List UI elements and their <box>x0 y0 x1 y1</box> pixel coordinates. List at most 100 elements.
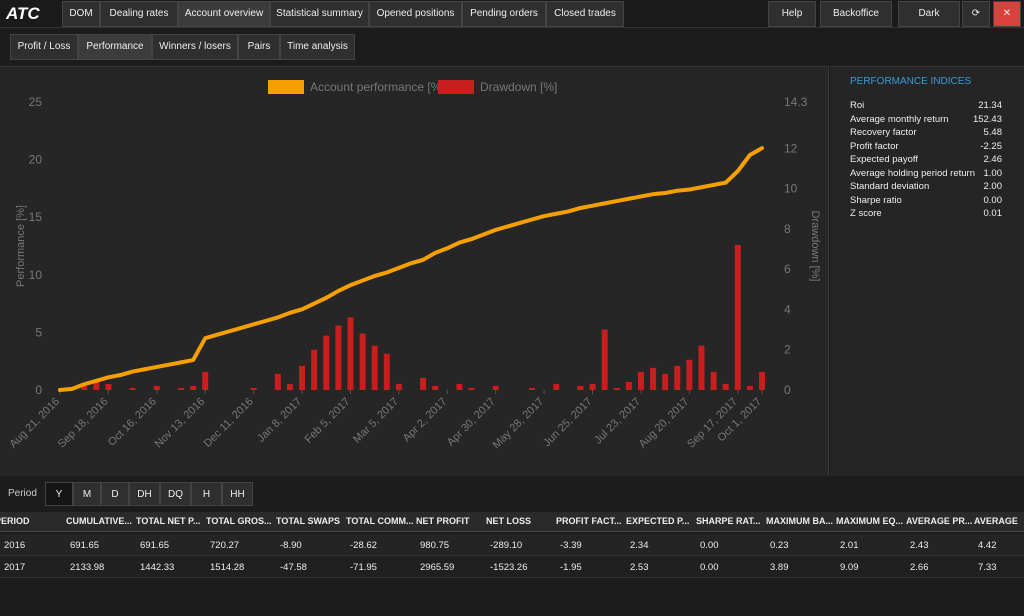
table-cell: 2.34 <box>630 540 649 551</box>
index-label: Recovery factor <box>850 127 917 138</box>
x-tick-label: Jan 8, 2017 <box>255 396 304 445</box>
index-label: Standard deviation <box>850 181 930 192</box>
table-cell: 2017 <box>4 562 26 573</box>
nav-right[interactable]: Backoffice <box>820 1 892 27</box>
index-value: 0.00 <box>983 194 1003 206</box>
table-cell: 691.65 <box>140 540 170 551</box>
sub-tab[interactable]: Profit / Loss <box>10 34 78 60</box>
x-tick-label: Oct 16, 2016 <box>106 396 159 449</box>
table-header-row <box>0 512 1024 532</box>
period-button[interactable]: H <box>191 482 222 506</box>
nav-tab[interactable]: Pending orders <box>462 1 546 27</box>
nav-tab[interactable]: DOM <box>62 1 100 27</box>
table-cell: 691.65 <box>70 540 100 551</box>
table-cell: 980.75 <box>420 540 450 551</box>
drawdown-bar <box>589 383 596 390</box>
nav-tab[interactable]: Statistical summary <box>270 1 369 27</box>
drawdown-bar <box>202 371 209 390</box>
y-tick-label: 25 <box>29 95 43 109</box>
column-header: TOTAL GROS... <box>206 516 272 526</box>
legend-swatch <box>438 80 474 94</box>
table-cell: -289.10 <box>490 540 523 551</box>
x-tick-label: Jun 25, 2017 <box>541 396 594 449</box>
refresh-button[interactable]: ⟳ <box>962 1 990 27</box>
legend-label: Account performance [%] <box>310 80 445 94</box>
column-header: NET PROFIT <box>416 516 470 526</box>
table-cell: -3.39 <box>560 540 582 551</box>
indices-title: PERFORMANCE INDICES <box>850 76 972 87</box>
index-label: Z score <box>850 208 882 219</box>
close-button[interactable]: ✕ <box>993 1 1021 27</box>
nav-right[interactable]: Dark <box>898 1 960 27</box>
index-value: -2.25 <box>980 140 1002 152</box>
period-button[interactable]: DH <box>129 482 160 506</box>
table-cell: -71.95 <box>350 562 377 573</box>
y-tick-label: 5 <box>35 325 42 339</box>
y2-tick-label: 4 <box>784 302 791 316</box>
y2-tick-label: 14.3 <box>784 95 808 109</box>
table-cell: 0.00 <box>700 540 719 551</box>
nav-tab[interactable]: Closed trades <box>546 1 624 27</box>
drawdown-bar <box>153 385 160 390</box>
nav-tab[interactable]: Dealing rates <box>100 1 178 27</box>
period-button[interactable]: HH <box>222 482 253 506</box>
table-cell: 0.23 <box>770 540 789 551</box>
drawdown-bar <box>698 345 705 390</box>
drawdown-bar <box>93 381 100 390</box>
y2-tick-label: 12 <box>784 141 798 155</box>
column-header: SHARPE RAT... <box>696 516 761 526</box>
table-cell: -8.90 <box>280 540 302 551</box>
column-header: PROFIT FACT... <box>556 516 622 526</box>
drawdown-bar <box>286 383 293 390</box>
index-label: Sharpe ratio <box>850 194 902 206</box>
x-tick-label: Mar 5, 2017 <box>351 396 401 446</box>
y2-axis-title: Drawdown [%] <box>809 211 821 282</box>
sub-tab[interactable]: Pairs <box>238 34 280 60</box>
y-tick-label: 0 <box>35 383 42 397</box>
column-header: TOTAL NET P... <box>136 516 201 526</box>
y2-tick-label: 6 <box>784 262 791 276</box>
period-button[interactable]: Y <box>45 482 73 506</box>
index-value: 1.00 <box>983 167 1003 179</box>
period-button[interactable]: M <box>73 482 101 506</box>
drawdown-bar <box>335 325 342 390</box>
drawdown-bar <box>601 329 608 390</box>
drawdown-bar <box>456 383 463 390</box>
index-label: Average holding period return <box>850 167 975 179</box>
drawdown-bar <box>613 387 620 390</box>
drawdown-bar <box>722 383 729 390</box>
period-button[interactable]: D <box>101 482 129 506</box>
table-cell: 0.00 <box>700 562 719 573</box>
sub-tab[interactable]: Time analysis <box>280 34 355 60</box>
table-cell: 2965.59 <box>420 562 455 573</box>
drawdown-bar <box>250 387 257 390</box>
drawdown-bar <box>105 383 112 390</box>
chart-panel <box>0 66 829 476</box>
index-value: 2.00 <box>983 181 1003 192</box>
table-cell: 4.42 <box>978 540 997 551</box>
nav-tab[interactable]: Opened positions <box>369 1 462 27</box>
nav-right[interactable]: Help <box>768 1 816 27</box>
column-header: NET LOSS <box>486 516 532 526</box>
y2-tick-label: 0 <box>784 383 791 397</box>
drawdown-bar <box>662 373 669 390</box>
drawdown-bar <box>674 365 681 390</box>
legend-label: Drawdown [%] <box>480 80 557 94</box>
y-axis-title: Performance [%] <box>15 205 27 287</box>
column-header: TOTAL COMM... <box>346 516 414 526</box>
drawdown-bar <box>190 385 197 390</box>
table-cell: 2133.98 <box>70 562 105 573</box>
index-value: 21.34 <box>978 100 1002 111</box>
nav-tab[interactable]: Account overview <box>178 1 270 27</box>
drawdown-bar <box>432 385 439 390</box>
period-button[interactable]: DQ <box>160 482 191 506</box>
table-cell: -1523.26 <box>490 562 528 573</box>
column-header: CUMULATIVE... <box>66 516 132 526</box>
y2-tick-label: 2 <box>784 343 791 357</box>
sub-tab[interactable]: Performance <box>78 34 152 60</box>
index-label: Roi <box>850 100 865 111</box>
sub-tab[interactable]: Winners / losers <box>152 34 238 60</box>
period-label: Period <box>8 488 37 499</box>
table-cell: 2.53 <box>630 562 649 573</box>
drawdown-bar <box>746 385 753 390</box>
